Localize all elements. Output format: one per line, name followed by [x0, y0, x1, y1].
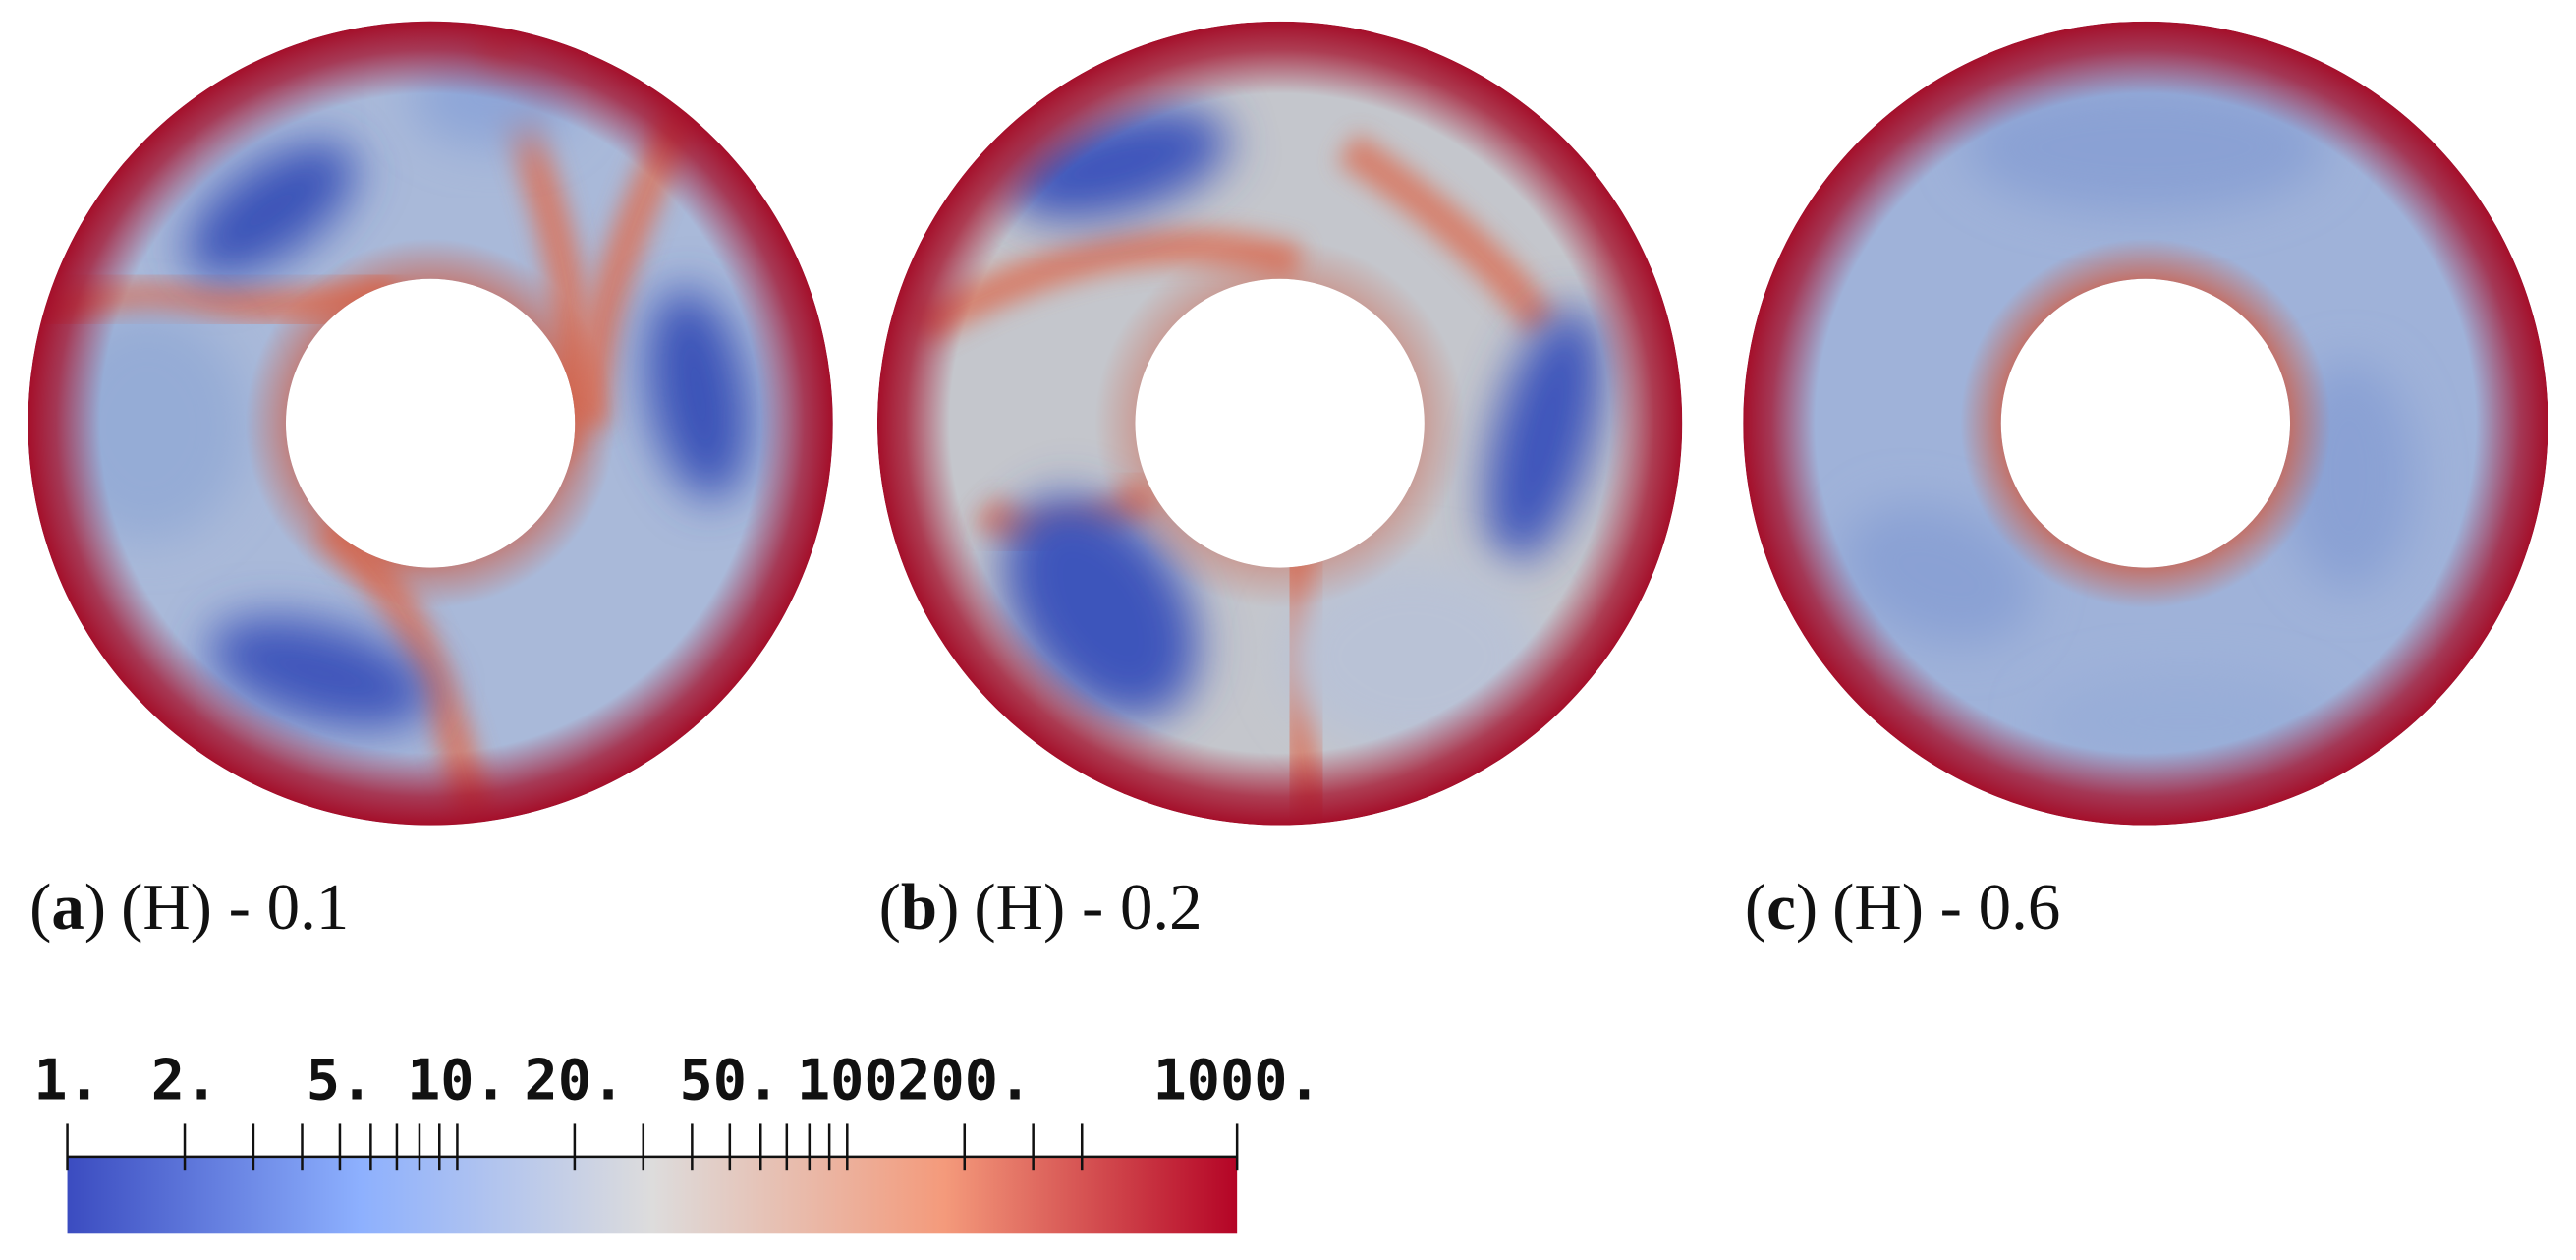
field-rim [28, 21, 833, 826]
caption-text: (H) - 0.1 [121, 871, 349, 944]
caption-text: (H) - 0.6 [1832, 871, 2060, 944]
colorbar [67, 1156, 1238, 1234]
caption-letter: b [901, 871, 937, 944]
panel-caption: (b) (H) - 0.2 [879, 871, 1203, 944]
caption-close: ) [937, 871, 959, 944]
field-panel [1743, 21, 2548, 826]
tick-label: 1. [33, 1048, 100, 1113]
tick-label: 50. [679, 1048, 780, 1113]
panel-caption: (c) (H) - 0.6 [1745, 871, 2060, 944]
tick-label: 20. [525, 1048, 626, 1113]
tick-label: 2. [151, 1048, 218, 1113]
caption-open: ( [29, 871, 51, 944]
tick-label: 100 [797, 1048, 898, 1113]
field-panel [876, 21, 1683, 826]
tick-label: 5. [307, 1048, 373, 1113]
tick-label: 10. [407, 1048, 508, 1113]
field-panel [28, 21, 833, 826]
caption-close: ) [84, 871, 106, 944]
tick-label: 1000. [1153, 1048, 1321, 1113]
panel-caption: (a) (H) - 0.1 [29, 871, 349, 944]
caption-letter: a [51, 871, 84, 944]
field-rim [876, 21, 1683, 826]
field-rim [1743, 21, 2548, 826]
caption-open: ( [1745, 871, 1766, 944]
caption-text: (H) - 0.2 [974, 871, 1202, 944]
caption-open: ( [879, 871, 901, 944]
tick-label: 200. [897, 1048, 1032, 1113]
caption-letter: c [1766, 871, 1796, 944]
caption-close: ) [1796, 871, 1818, 944]
